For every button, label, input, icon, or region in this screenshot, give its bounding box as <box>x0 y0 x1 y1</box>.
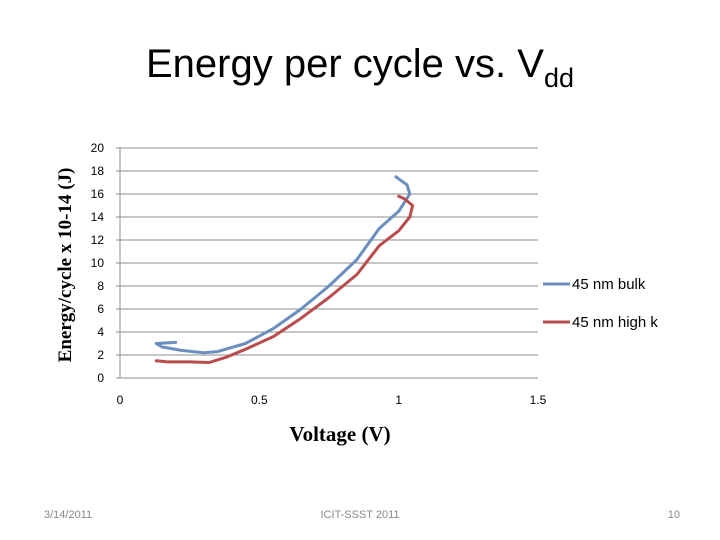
slide-title-subscript: dd <box>543 63 574 93</box>
x-tick-label: 1.5 <box>530 393 547 407</box>
slide-title-main: Energy per cycle vs. V <box>146 42 544 86</box>
y-tick-label: 0 <box>97 371 104 385</box>
footer-conference: ICIT-SSST 2011 <box>320 509 400 521</box>
y-tick-label: 12 <box>91 233 105 247</box>
x-tick-label: 0.5 <box>251 393 268 407</box>
footer-date: 3/14/2011 <box>44 509 93 521</box>
series-lines <box>154 175 415 364</box>
gridlines <box>120 147 538 356</box>
y-tick-label: 2 <box>97 348 104 362</box>
slide-title: Energy per cycle vs. Vdd <box>0 42 720 94</box>
x-tick-label: 1 <box>395 393 402 407</box>
legend: 45 nm bulk 45 nm high k <box>543 276 658 331</box>
footer-page-number: 10 <box>667 509 680 521</box>
x-tick-label: 0 <box>117 393 124 407</box>
x-tick-labels: 0 0.5 1 1.5 <box>117 393 547 407</box>
y-tick-label: 18 <box>91 164 105 178</box>
legend-label: 45 nm bulk <box>572 276 646 293</box>
y-tick-label: 6 <box>97 302 104 316</box>
series-line <box>154 194 415 364</box>
y-tick-labels: 0 2 4 6 8 10 12 14 16 18 20 <box>91 141 105 385</box>
y-tick-label: 20 <box>91 141 105 155</box>
x-axis-label: Voltage (V) <box>289 422 391 446</box>
y-tick-label: 16 <box>91 187 105 201</box>
series-line <box>154 175 412 355</box>
y-tick-label: 10 <box>91 256 105 270</box>
legend-label: 45 nm high k <box>572 314 658 331</box>
y-tick-label: 8 <box>97 279 104 293</box>
axes <box>116 147 538 379</box>
y-tick-label: 4 <box>97 325 104 339</box>
y-tick-label: 14 <box>91 210 105 224</box>
